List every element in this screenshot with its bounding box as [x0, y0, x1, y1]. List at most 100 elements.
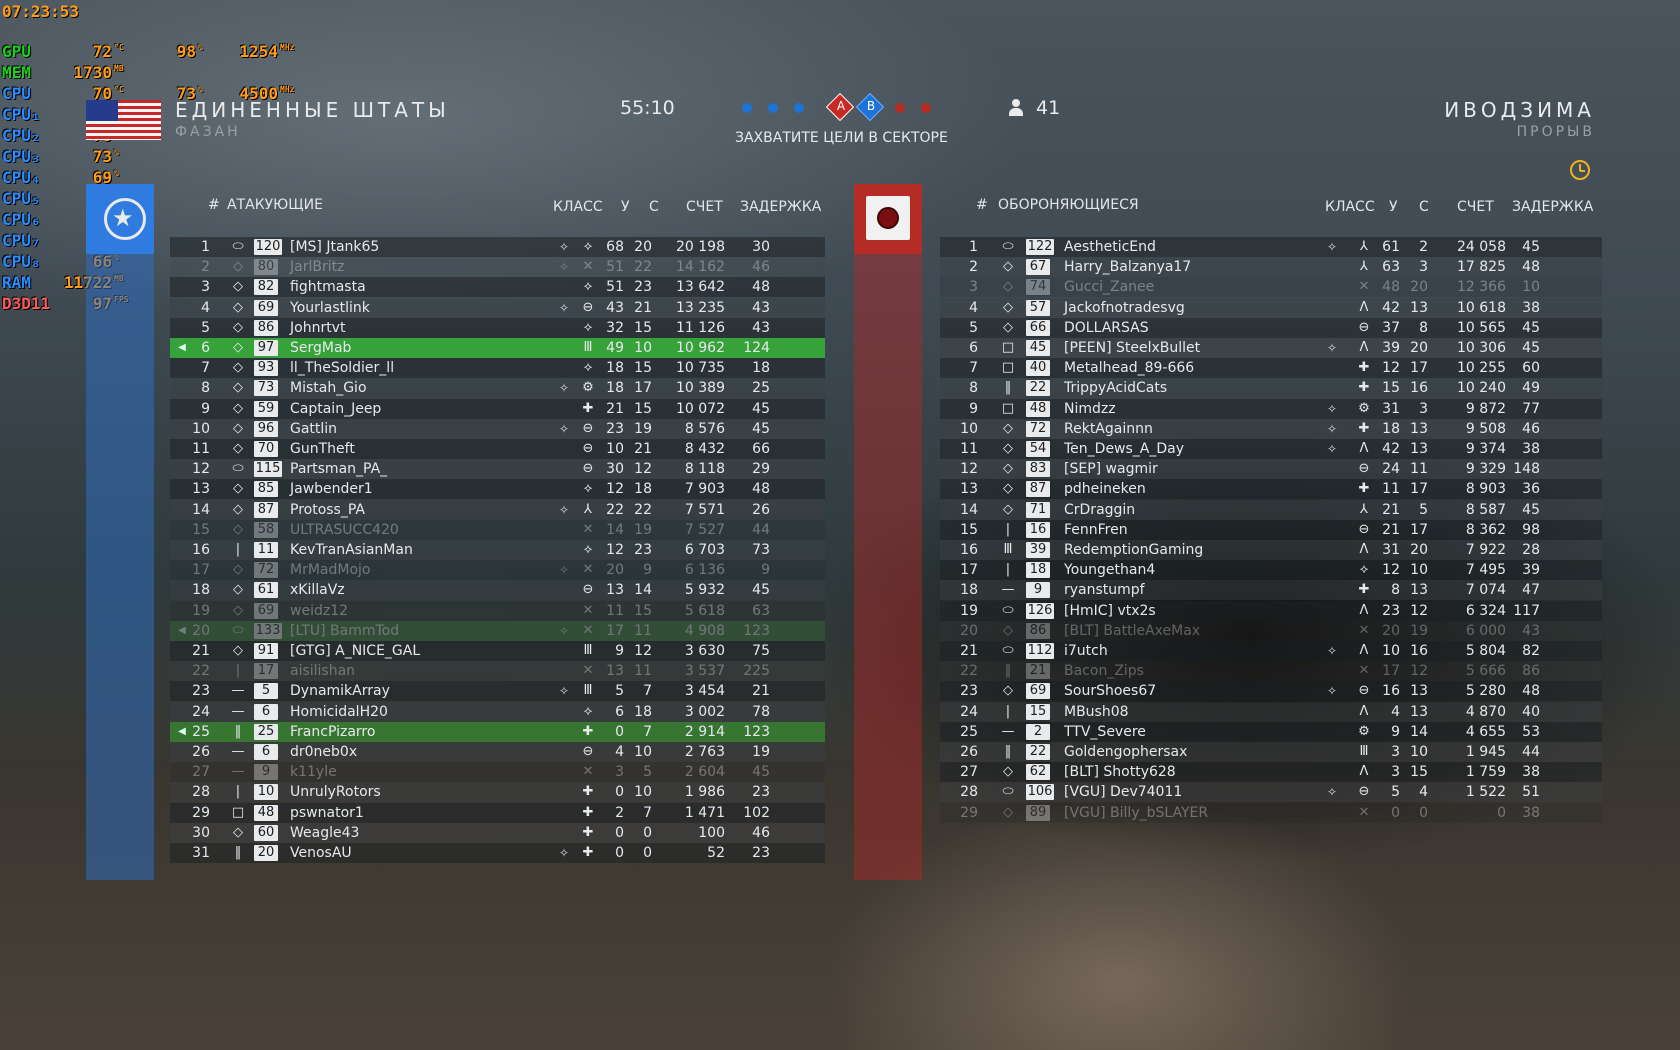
squad-icon: ◇ — [1003, 279, 1013, 295]
player-name: [GTG] A_NICE_GAL — [290, 643, 421, 659]
player-row[interactable]: ◀ 6 ◇ 97 SergMab Ⅲ 49 10 10 962 124 — [170, 338, 825, 358]
player-row[interactable]: 17 ◇ 72 MrMadMojo ✧ ✕ 20 9 6 136 9 — [170, 560, 825, 581]
player-row[interactable]: 27 ◇ 62 [BLT] Shotty628 Ʌ 3 15 1 759 38 — [940, 762, 1602, 783]
player-name: FennFren — [1064, 521, 1128, 538]
player-row[interactable]: 8 ◇ 73 Mistah_Gio ✧ ⚙ 18 17 10 389 25 — [170, 378, 825, 399]
player-level-badge: 74 — [1026, 279, 1050, 296]
player-row[interactable]: 26 — 6 dr0neb0x ⊖ 4 10 2 763 19 — [170, 742, 825, 762]
player-row[interactable]: 14 ◇ 71 CrDraggin ⅄ 21 5 8 587 45 — [940, 499, 1602, 520]
player-row[interactable]: ◀ 20 ⬭ 133 [LTU] BammTod ✧ ✕ 17 11 4 908 123 — [170, 620, 825, 641]
player-kills: 18 — [606, 360, 624, 377]
player-row[interactable]: 9 □ 48 Nimdzz ✧ ⚙ 31 3 9 872 77 — [940, 398, 1602, 419]
player-row[interactable]: 20 ◇ 86 [BLT] BattleAxeMax ✕ 20 19 6 000 43 — [940, 620, 1602, 641]
class-icon: ⅄ — [1360, 501, 1368, 517]
player-row[interactable]: 12 ◇ 83 [SEP] wagmir ⊖ 24 11 9 329 148 — [940, 459, 1602, 480]
player-row[interactable]: 5 ◇ 86 Johnrtvt ⟡ 32 15 11 126 43 — [170, 317, 825, 338]
player-rank-number: 26 — [192, 744, 210, 760]
player-row[interactable]: 11 ◇ 54 Ten_Dews_A_Day ✧ Ʌ 42 13 9 374 38 — [940, 439, 1602, 459]
player-ping: 23 — [752, 784, 770, 801]
player-score: 8 903 — [1465, 481, 1506, 498]
player-row[interactable]: 13 ◇ 85 Jawbender1 ⟡ 12 18 7 903 48 — [170, 479, 825, 500]
player-row[interactable]: 7 □ 40 Metalhead_89-666 ✚ 12 17 10 255 60 — [940, 358, 1602, 379]
osd-row: CPU₄ 69% — [0, 168, 300, 188]
player-row[interactable]: 19 ◇ 69 weidz12 ✕ 11 15 5 618 63 — [170, 600, 825, 621]
player-row[interactable]: 9 ◇ 59 Captain_Jeep ✚ 21 15 10 072 45 — [170, 398, 825, 419]
player-row[interactable]: 6 □ 45 [PEEN] SteelxBullet ✧ Ʌ 39 20 10 306 45 — [940, 338, 1602, 358]
player-name: GunTheft — [290, 441, 355, 457]
player-row[interactable]: 2 ◇ 67 Harry_Balzanya17 ⅄ 63 3 17 825 48 — [940, 257, 1602, 278]
player-row[interactable]: 31 ‖ 20 VenosAU ✧ ✚ 0 0 52 23 — [170, 843, 825, 863]
player-row[interactable]: 17 | 18 Youngethan4 ⟡ 12 10 7 495 39 — [940, 560, 1602, 581]
player-level-badge: 122 — [1026, 239, 1054, 255]
squad-icon: □ — [1001, 400, 1015, 416]
vip-icon: ✧ — [558, 846, 570, 860]
player-row[interactable]: 1 ⬭ 122 AestheticEnd ✧ ⅄ 61 2 24 058 45 — [940, 237, 1602, 257]
player-row[interactable]: 23 ◇ 69 SourShoes67 ✧ ⊖ 16 13 5 280 48 — [940, 681, 1602, 702]
player-row[interactable]: 24 — 6 HomicidalH20 ⟡ 6 18 3 002 78 — [170, 701, 825, 722]
player-row[interactable]: 5 ◇ 66 DOLLARSAS ⊖ 37 8 10 565 45 — [940, 317, 1602, 338]
player-row[interactable]: 27 — 9 k11yle ✕ 3 5 2 604 45 — [170, 762, 825, 783]
player-row[interactable]: 8 ‖ 22 TrippyAcidCats ✚ 15 16 10 240 49 — [940, 378, 1602, 399]
attackers-emblem: ★ — [86, 184, 154, 254]
player-row[interactable]: 18 — 9 ryanstumpf ✚ 8 13 7 074 47 — [940, 580, 1602, 601]
player-row[interactable]: 4 ◇ 57 Jackofnotradesvg Ʌ 42 13 10 618 38 — [940, 297, 1602, 318]
osd-label: RAM — [2, 273, 31, 292]
class-icon: ⊖ — [1358, 521, 1370, 537]
player-row[interactable]: 10 ◇ 96 Gattlin ✧ ⊖ 23 19 8 576 45 — [170, 418, 825, 439]
player-row[interactable]: 14 ◇ 87 Protoss_PA ✧ ⅄ 22 22 7 571 26 — [170, 499, 825, 520]
player-row[interactable]: 11 ◇ 70 GunTheft ⊖ 10 21 8 432 66 — [170, 439, 825, 459]
player-ping: 36 — [1522, 481, 1540, 498]
player-row[interactable]: ◀ 25 ‖ 25 FrancPizarro ✚ 0 7 2 914 123 — [170, 721, 825, 742]
player-row[interactable]: 22 ‖ 21 Bacon_Zips ✕ 17 12 5 666 86 — [940, 661, 1602, 682]
player-ping: 75 — [752, 643, 770, 659]
objective-a-label: A — [836, 99, 846, 113]
player-row[interactable]: 10 ◇ 72 RektAgainnn ✧ ✚ 18 13 9 508 46 — [940, 418, 1602, 439]
player-row[interactable]: 16 | 11 KevTranAsianMan ⟡ 12 23 6 703 73 — [170, 540, 825, 560]
player-row[interactable]: 28 ⬭ 106 [VGU] Dev74011 ✧ ⊖ 5 4 1 522 51 — [940, 782, 1602, 803]
player-ping: 43 — [752, 319, 770, 336]
player-row[interactable]: 21 ⬭ 112 i7utch ✧ Ʌ 10 16 5 804 82 — [940, 641, 1602, 661]
player-row[interactable]: 2 ◇ 80 JarlBritz ✧ ✕ 51 22 14 162 46 — [170, 257, 825, 278]
player-row[interactable]: 1 ⬭ 120 [MS] Jtank65 ✧ ⟡ 68 20 20 198 30 — [170, 237, 825, 257]
player-ping: 39 — [1522, 562, 1540, 579]
player-row[interactable]: 7 ◇ 93 ll_TheSoldier_ll ⟡ 18 15 10 735 18 — [170, 358, 825, 379]
player-rank-number: 17 — [960, 562, 978, 579]
player-row[interactable]: 12 ⬭ 115 Partsman_PA_ ⊖ 30 12 8 118 29 — [170, 459, 825, 480]
player-row[interactable]: 29 ◇ 89 [VGU] Billy_bSLAYER ✕ 0 0 0 38 — [940, 802, 1602, 823]
player-row[interactable]: 21 ◇ 91 [GTG] A_NICE_GAL Ⅲ 9 12 3 630 75 — [170, 641, 825, 661]
player-row[interactable]: 22 | 17 aisilishan ✕ 13 11 3 537 225 — [170, 661, 825, 682]
player-row[interactable]: 3 ◇ 74 Gucci_Zanee ✕ 48 20 12 366 10 — [940, 277, 1602, 298]
player-kills: 21 — [1382, 521, 1400, 538]
player-name: fightmasta — [290, 279, 366, 296]
player-kills: 5 — [615, 683, 624, 700]
player-deaths: 15 — [634, 360, 652, 377]
player-row[interactable]: 29 □ 48 pswnator1 ✚ 2 7 1 471 102 — [170, 802, 825, 823]
player-row[interactable]: 15 ◇ 58 ULTRASUCC420 ✕ 14 19 7 527 44 — [170, 519, 825, 540]
player-name: Mistah_Gio — [290, 380, 367, 397]
player-rank-number: 3 — [969, 279, 978, 296]
player-row[interactable]: 16 Ⅲ 39 RedemptionGaming Ʌ 31 20 7 922 28 — [940, 540, 1602, 560]
class-icon: ✚ — [1358, 360, 1370, 376]
player-level-badge: 69 — [254, 299, 278, 316]
vip-icon: ✧ — [1326, 240, 1338, 254]
squad-icon: ◇ — [1003, 319, 1013, 335]
def-col-num: # — [976, 197, 988, 213]
player-name: k11yle — [290, 764, 337, 781]
player-score: 24 058 — [1457, 239, 1506, 255]
player-row[interactable]: 19 ⬭ 126 [HmIC] vtx2s Ʌ 23 12 6 324 117 — [940, 600, 1602, 621]
player-row[interactable]: 13 ◇ 87 pdheineken ✚ 11 17 8 903 36 — [940, 479, 1602, 500]
player-row[interactable]: 15 | 16 FennFren ⊖ 21 17 8 362 98 — [940, 519, 1602, 540]
player-row[interactable]: 23 — 5 DynamikArray ✧ Ⅲ 5 7 3 454 21 — [170, 681, 825, 702]
player-row[interactable]: 28 | 10 UnrulyRotors ✚ 0 10 1 986 23 — [170, 782, 825, 803]
squad-icon: ⬭ — [1002, 643, 1014, 658]
player-deaths: 19 — [634, 420, 652, 437]
player-row[interactable]: 30 ◇ 60 Weagle43 ✚ 0 0 100 46 — [170, 822, 825, 843]
player-row[interactable]: 24 | 15 MBush08 Ʌ 4 13 4 870 40 — [940, 701, 1602, 722]
player-row[interactable]: 4 ◇ 69 Yourlastlink ✧ ⊖ 43 21 13 235 43 — [170, 297, 825, 318]
player-row[interactable]: 26 ‖ 22 Goldengophersax Ⅲ 3 10 1 945 44 — [940, 742, 1602, 762]
player-row[interactable]: 3 ◇ 82 fightmasta ⟡ 51 23 13 642 48 — [170, 277, 825, 298]
squad-icon: ◇ — [1003, 259, 1013, 275]
player-name: TTV_Severe — [1064, 723, 1146, 740]
player-row[interactable]: 25 — 2 TTV_Severe ⚙ 9 14 4 655 53 — [940, 721, 1602, 742]
player-row[interactable]: 18 ◇ 61 xKillaVz ⊖ 13 14 5 932 45 — [170, 580, 825, 601]
